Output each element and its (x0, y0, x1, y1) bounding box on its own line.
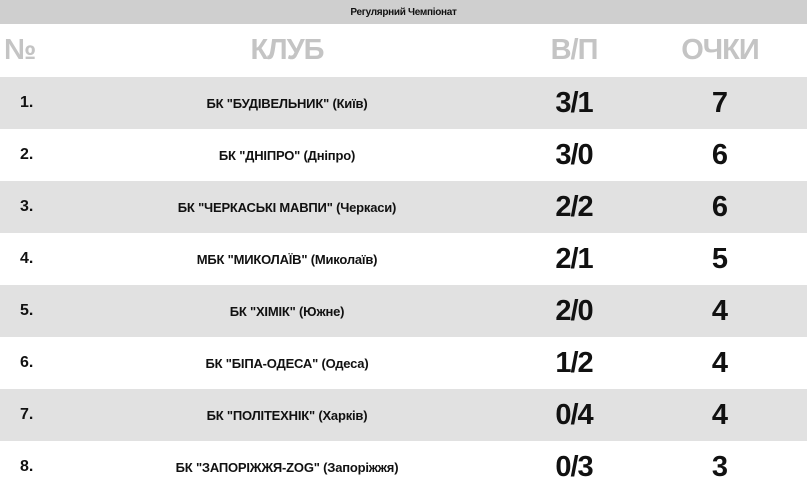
points: 4 (711, 294, 729, 327)
club-name: БК "ХІМІК" (Южне) (229, 303, 345, 319)
row-number: 4. (20, 250, 34, 267)
header-wl: В/П (550, 34, 599, 66)
points: 5 (711, 242, 729, 275)
row-number: 6. (20, 354, 34, 371)
wins-losses: 3/1 (555, 86, 593, 119)
table-row: 4. МБК "МИКОЛАЇВ" (Миколаїв) 2/1 5 (0, 233, 807, 285)
club-name: БК "БУДІВЕЛЬНИК" (Київ) (206, 95, 368, 111)
wins-losses: 1/2 (555, 346, 593, 379)
row-number: 3. (20, 198, 34, 215)
table-row: 2. БК "ДНІПРО" (Дніпро) 3/0 6 (0, 129, 807, 181)
wins-losses: 0/3 (555, 450, 593, 483)
wins-losses: 2/0 (555, 294, 593, 327)
club-name: БК "ЗАПОРІЖЖЯ-ZOG" (Запоріжжя) (175, 459, 399, 475)
table-row: 5. БК "ХІМІК" (Южне) 2/0 4 (0, 285, 807, 337)
points: 7 (711, 86, 729, 119)
club-name: БК "ЧЕРКАСЬКІ МАВПИ" (Черкаси) (177, 199, 397, 215)
table-row: 3. БК "ЧЕРКАСЬКІ МАВПИ" (Черкаси) 2/2 6 (0, 181, 807, 233)
table-row: 7. БК "ПОЛІТЕХНІК" (Харків) 0/4 4 (0, 389, 807, 441)
club-name: МБК "МИКОЛАЇВ" (Миколаїв) (196, 251, 378, 267)
row-number: 8. (20, 458, 34, 475)
table-title: Регулярний Чемпіонат (0, 0, 807, 24)
table-row: 6. БК "БІПА-ОДЕСА" (Одеса) 1/2 4 (0, 337, 807, 389)
points: 4 (711, 398, 729, 431)
table-header: № КЛУБ В/П ОЧКИ (0, 24, 807, 77)
row-number: 2. (20, 146, 34, 163)
wins-losses: 3/0 (555, 138, 593, 171)
wins-losses: 2/2 (555, 190, 593, 223)
wins-losses: 2/1 (555, 242, 593, 275)
header-num: № (4, 34, 36, 66)
points: 6 (711, 190, 729, 223)
club-name: БК "ПОЛІТЕХНІК" (Харків) (206, 407, 368, 423)
header-club: КЛУБ (250, 34, 325, 66)
points: 6 (711, 138, 729, 171)
row-number: 5. (20, 302, 34, 319)
standings-table: 1. БК "БУДІВЕЛЬНИК" (Київ) 3/1 7 2. БК "ДНІПР… (0, 77, 807, 493)
club-name: БК "БІПА-ОДЕСА" (Одеса) (205, 355, 369, 371)
points: 3 (711, 450, 729, 483)
table-row: 8. БК "ЗАПОРІЖЖЯ-ZOG" (Запоріжжя) 0/3 3 (0, 441, 807, 493)
points: 4 (711, 346, 729, 379)
table-row: 1. БК "БУДІВЕЛЬНИК" (Київ) 3/1 7 (0, 77, 807, 129)
row-number: 1. (20, 94, 34, 111)
row-number: 7. (20, 406, 34, 423)
wins-losses: 0/4 (555, 398, 593, 431)
header-points: ОЧКИ (681, 34, 759, 66)
club-name: БК "ДНІПРО" (Дніпро) (218, 147, 356, 163)
